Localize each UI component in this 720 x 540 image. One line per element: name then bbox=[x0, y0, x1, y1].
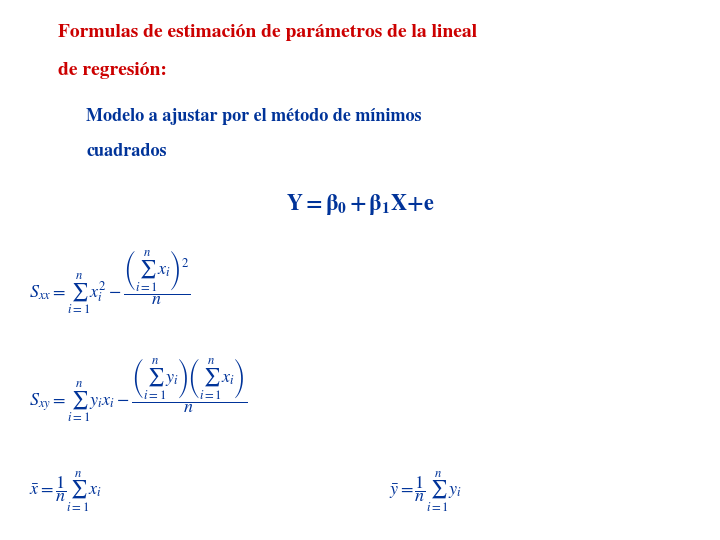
Text: cuadrados: cuadrados bbox=[86, 143, 167, 160]
Text: $\mathbf{Y{=}\beta_0\,{+}\,\beta_1 X{+}e}$: $\mathbf{Y{=}\beta_0\,{+}\,\beta_1 X{+}e… bbox=[286, 192, 434, 217]
Text: $\bar{y} = \dfrac{1}{n}\sum_{i=1}^{n} y_i$: $\bar{y} = \dfrac{1}{n}\sum_{i=1}^{n} y_… bbox=[389, 470, 462, 515]
Text: de regresión:: de regresión: bbox=[58, 62, 166, 79]
Text: $S_{xx} = \sum_{i=1}^{n} x_i^2 - \dfrac{\left(\sum_{i=1}^{n} x_i\right)^2}{n}$: $S_{xx} = \sum_{i=1}^{n} x_i^2 - \dfrac{… bbox=[29, 248, 190, 316]
Text: Formulas de estimación de parámetros de la lineal: Formulas de estimación de parámetros de … bbox=[58, 24, 477, 41]
Text: $\bar{x} = \dfrac{1}{n}\sum_{i=1}^{n} x_i$: $\bar{x} = \dfrac{1}{n}\sum_{i=1}^{n} x_… bbox=[29, 470, 102, 515]
Text: $S_{xy} = \sum_{i=1}^{n} y_i x_i - \dfrac{\left(\sum_{i=1}^{n} y_i\right)\!\left: $S_{xy} = \sum_{i=1}^{n} y_i x_i - \dfra… bbox=[29, 356, 247, 424]
Text: Modelo a ajustar por el método de mínimos: Modelo a ajustar por el método de mínimo… bbox=[86, 108, 422, 125]
